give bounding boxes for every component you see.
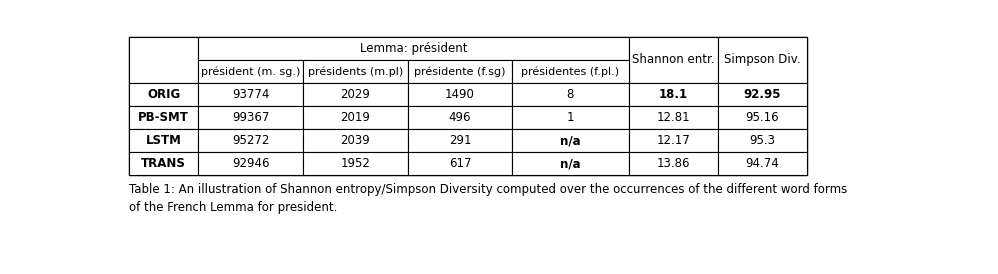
- Text: présidentes (f.pl.): présidentes (f.pl.): [521, 66, 620, 77]
- Text: 12.17: 12.17: [657, 134, 690, 147]
- Bar: [629, 106, 718, 129]
- Bar: [303, 129, 407, 152]
- Bar: [512, 152, 629, 175]
- Text: 12.81: 12.81: [657, 111, 690, 124]
- Text: Shannon entr.: Shannon entr.: [632, 53, 715, 66]
- Bar: [303, 60, 407, 83]
- Text: 92946: 92946: [232, 157, 269, 170]
- Bar: [407, 83, 512, 106]
- Bar: [718, 152, 806, 175]
- Bar: [718, 83, 806, 106]
- Text: 1952: 1952: [340, 157, 370, 170]
- Text: 99367: 99367: [232, 111, 269, 124]
- Bar: [303, 106, 407, 129]
- Text: 18.1: 18.1: [659, 88, 688, 101]
- Bar: [512, 106, 629, 129]
- Bar: [129, 37, 199, 83]
- Text: 95272: 95272: [232, 134, 269, 147]
- Bar: [129, 106, 199, 129]
- Bar: [629, 37, 718, 83]
- Bar: [129, 37, 806, 175]
- Bar: [629, 129, 718, 152]
- Bar: [407, 60, 512, 83]
- Text: n/a: n/a: [560, 134, 581, 147]
- Bar: [629, 152, 718, 175]
- Bar: [407, 152, 512, 175]
- Bar: [629, 83, 718, 106]
- Text: président (m. sg.): président (m. sg.): [201, 66, 300, 77]
- Text: présidente (f.sg): présidente (f.sg): [414, 66, 506, 77]
- Text: PB-SMT: PB-SMT: [138, 111, 189, 124]
- Bar: [199, 129, 303, 152]
- Bar: [718, 106, 806, 129]
- Text: 94.74: 94.74: [746, 157, 779, 170]
- Bar: [199, 152, 303, 175]
- Bar: [718, 129, 806, 152]
- Bar: [129, 83, 199, 106]
- Bar: [303, 152, 407, 175]
- Bar: [303, 83, 407, 106]
- Bar: [199, 37, 629, 60]
- Text: 2029: 2029: [340, 88, 370, 101]
- Bar: [407, 129, 512, 152]
- Text: 95.16: 95.16: [746, 111, 779, 124]
- Bar: [407, 106, 512, 129]
- Text: 496: 496: [449, 111, 471, 124]
- Bar: [199, 83, 303, 106]
- Bar: [199, 60, 303, 83]
- Text: 2019: 2019: [340, 111, 370, 124]
- Bar: [129, 152, 199, 175]
- Bar: [718, 37, 806, 83]
- Bar: [199, 106, 303, 129]
- Text: Lemma: président: Lemma: président: [359, 42, 467, 55]
- Bar: [512, 83, 629, 106]
- Text: 1490: 1490: [445, 88, 475, 101]
- Text: 8: 8: [567, 88, 574, 101]
- Text: Table 1: An illustration of Shannon entropy/Simpson Diversity computed over the : Table 1: An illustration of Shannon entr…: [129, 183, 847, 214]
- Text: LSTM: LSTM: [146, 134, 182, 147]
- Text: TRANS: TRANS: [141, 157, 186, 170]
- Text: 2039: 2039: [340, 134, 370, 147]
- Bar: [512, 129, 629, 152]
- Bar: [129, 129, 199, 152]
- Text: présidents (m.pl): présidents (m.pl): [307, 66, 403, 77]
- Text: n/a: n/a: [560, 157, 581, 170]
- Text: 93774: 93774: [232, 88, 269, 101]
- Text: 1: 1: [567, 111, 574, 124]
- Text: ORIG: ORIG: [147, 88, 180, 101]
- Bar: [512, 60, 629, 83]
- Text: 291: 291: [449, 134, 471, 147]
- Text: 92.95: 92.95: [744, 88, 781, 101]
- Text: 617: 617: [449, 157, 471, 170]
- Text: 13.86: 13.86: [657, 157, 690, 170]
- Text: Simpson Div.: Simpson Div.: [724, 53, 800, 66]
- Text: 95.3: 95.3: [749, 134, 775, 147]
